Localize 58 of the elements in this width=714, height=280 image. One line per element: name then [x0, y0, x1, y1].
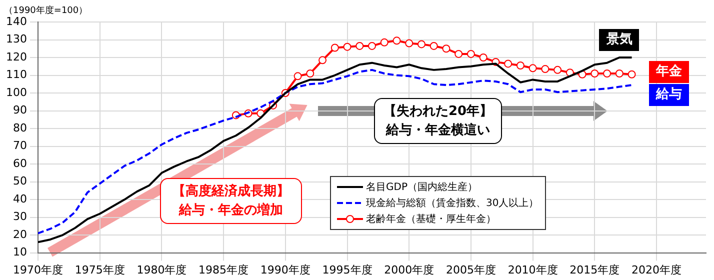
y-tick-label: 10	[13, 246, 27, 259]
y-tick-label: 70	[13, 139, 27, 152]
legend-label: 老齢年金（基礎・厚生年金）	[366, 212, 496, 226]
point	[554, 66, 562, 74]
x-tick-label: 2020年度	[632, 263, 682, 276]
point	[516, 61, 524, 70]
point	[417, 40, 426, 48]
point	[615, 69, 624, 78]
y-tick-label: 30	[13, 210, 27, 224]
point	[318, 56, 327, 64]
annotation: 【失われた20年】給与・年金横這い	[382, 103, 494, 140]
point	[356, 42, 364, 50]
point	[368, 42, 376, 50]
y-axis-title: （1990年度=100）	[4, 4, 88, 16]
x-tick-label: 1995年度	[322, 263, 372, 276]
point	[430, 42, 438, 50]
point	[442, 44, 450, 53]
point	[306, 69, 314, 78]
point	[466, 50, 475, 58]
x-tick-label: 2005年度	[446, 263, 496, 276]
point	[541, 65, 550, 74]
annotation: 給与	[648, 84, 689, 106]
y-tick-label: 80	[13, 121, 27, 134]
y-tick-label: 20	[13, 228, 27, 241]
point	[294, 72, 302, 80]
point	[330, 44, 339, 52]
point	[343, 42, 352, 51]
y-tick-label: 110	[6, 68, 27, 82]
x-tick-label: 1970年度	[13, 263, 63, 276]
point	[504, 60, 512, 68]
y-tick-label: 100	[6, 86, 27, 99]
legend-label: 名目GDP（国内総生産）	[366, 180, 478, 194]
point	[628, 70, 636, 78]
point	[590, 69, 599, 78]
x-tick-label: 2010年度	[508, 263, 558, 276]
point	[380, 38, 388, 46]
y-tick-label: 50	[13, 174, 27, 188]
y-tick-label: 140	[6, 14, 27, 28]
y-tick-label: 90	[13, 104, 27, 117]
legend-label: 現金給与総額（賃金指数、30人以上）	[366, 196, 539, 210]
x-tick-label: 2015年度	[570, 263, 620, 276]
x-tick-label: 1975年度	[74, 263, 125, 276]
x-tick-label: 1985年度	[198, 263, 249, 276]
point	[528, 64, 537, 72]
point	[603, 69, 612, 78]
y-tick-label: 60	[13, 156, 27, 170]
x-tick-label: 2000年度	[384, 263, 434, 276]
y-tick-label: 130	[6, 32, 27, 46]
point	[479, 54, 488, 62]
point	[392, 36, 401, 45]
point	[405, 39, 414, 48]
x-tick-label: 1980年度	[136, 263, 187, 276]
annotation: 年金	[648, 60, 689, 83]
y-tick-label: 40	[13, 192, 27, 206]
annotation: 景気	[599, 28, 640, 51]
x-tick-label: 1990年度	[260, 263, 310, 276]
y-tick-label: 120	[6, 50, 27, 64]
point	[454, 50, 463, 58]
